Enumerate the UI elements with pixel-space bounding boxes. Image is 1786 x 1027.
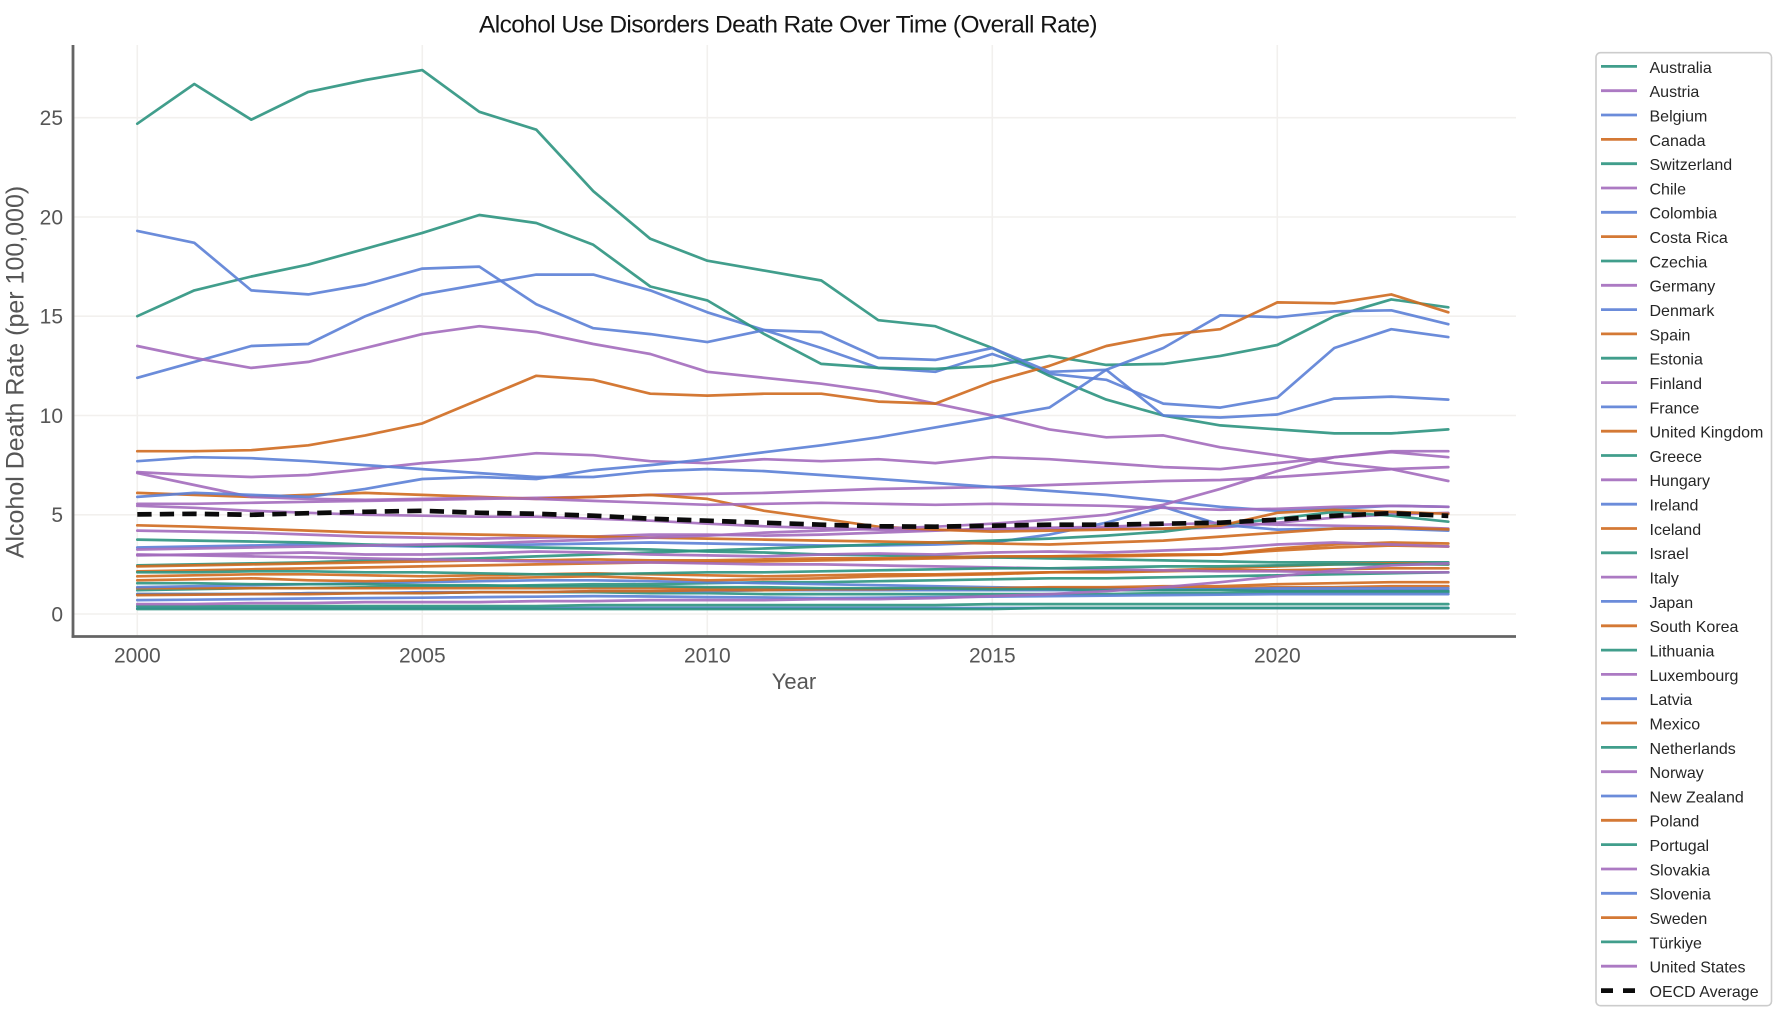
svg-text:2005: 2005 [399,645,446,668]
svg-text:10: 10 [40,405,63,428]
svg-text:Greece: Greece [1650,449,1703,466]
svg-text:New Zealand: New Zealand [1650,789,1744,806]
svg-text:Hungary: Hungary [1650,473,1710,490]
svg-text:Spain: Spain [1650,327,1691,344]
svg-text:15: 15 [40,306,63,329]
svg-text:United States: United States [1650,960,1746,977]
svg-text:Denmark: Denmark [1650,303,1716,320]
svg-text:Luxembourg: Luxembourg [1650,668,1739,685]
svg-text:Slovenia: Slovenia [1650,887,1711,904]
svg-text:Japan: Japan [1650,595,1694,612]
svg-text:2000: 2000 [114,645,161,668]
svg-text:Slovakia: Slovakia [1650,862,1711,879]
svg-text:Poland: Poland [1650,814,1700,831]
svg-text:Year: Year [772,669,816,694]
svg-text:OECD Average: OECD Average [1650,984,1759,1001]
svg-text:Canada: Canada [1650,133,1706,150]
svg-text:2015: 2015 [969,645,1016,668]
svg-text:Czechia: Czechia [1650,254,1708,271]
svg-text:Latvia: Latvia [1650,692,1693,709]
svg-text:France: France [1650,400,1700,417]
svg-text:Estonia: Estonia [1650,352,1703,369]
svg-text:Alcohol Death Rate (per 100,00: Alcohol Death Rate (per 100,000) [2,186,30,558]
svg-text:Germany: Germany [1650,279,1716,296]
svg-text:Alcohol Use Disorders Death Ra: Alcohol Use Disorders Death Rate Over Ti… [479,12,1097,39]
svg-text:Türkiye: Türkiye [1650,935,1703,952]
svg-text:South Korea: South Korea [1650,619,1739,636]
svg-text:Switzerland: Switzerland [1650,157,1733,174]
svg-text:Portugal: Portugal [1650,838,1710,855]
svg-text:Colombia: Colombia [1650,206,1718,223]
svg-text:United Kingdom: United Kingdom [1650,425,1764,442]
svg-text:Israel: Israel [1650,546,1689,563]
svg-text:Australia: Australia [1650,60,1712,77]
svg-text:Chile: Chile [1650,181,1687,198]
svg-text:Italy: Italy [1650,571,1679,588]
svg-text:Belgium: Belgium [1650,108,1708,125]
svg-text:Netherlands: Netherlands [1650,741,1736,758]
svg-text:Lithuania: Lithuania [1650,644,1715,661]
svg-text:20: 20 [40,206,63,229]
svg-text:0: 0 [51,603,63,626]
svg-text:Finland: Finland [1650,376,1702,393]
svg-text:2020: 2020 [1254,645,1301,668]
svg-text:25: 25 [40,107,63,130]
svg-text:Iceland: Iceland [1650,522,1702,539]
svg-text:Ireland: Ireland [1650,498,1699,515]
svg-text:5: 5 [51,504,63,527]
svg-text:Mexico: Mexico [1650,716,1701,733]
svg-text:2010: 2010 [684,645,731,668]
svg-text:Sweden: Sweden [1650,911,1708,928]
svg-text:Norway: Norway [1650,765,1704,782]
svg-text:Austria: Austria [1650,84,1700,101]
svg-text:Costa Rica: Costa Rica [1650,230,1728,247]
